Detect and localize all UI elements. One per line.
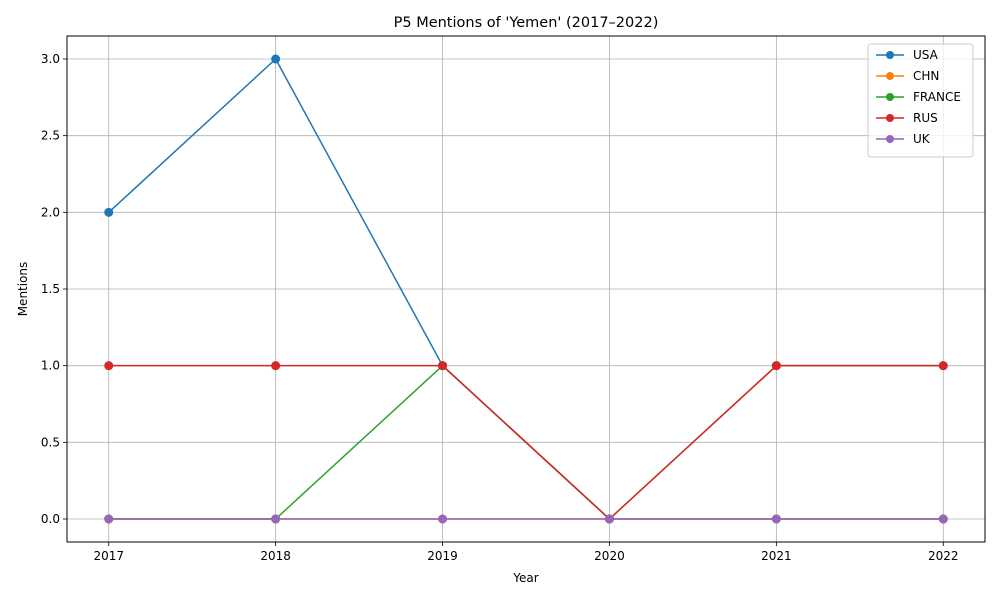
legend-swatch-marker <box>886 51 894 59</box>
legend-swatch-marker <box>886 93 894 101</box>
x-tick-label: 2017 <box>93 549 124 563</box>
series-rus <box>104 361 948 524</box>
legend-label: RUS <box>913 111 938 125</box>
data-point-uk <box>604 514 614 524</box>
data-point-rus <box>771 361 781 371</box>
data-point-rus <box>104 361 114 371</box>
y-tick-label: 2.5 <box>41 129 60 143</box>
data-point-rus <box>938 361 948 371</box>
series-line-rus <box>108 364 944 520</box>
legend-swatch-marker <box>886 72 894 80</box>
series-uk <box>104 514 948 524</box>
data-point-uk <box>938 514 948 524</box>
series-lines <box>104 54 948 524</box>
data-point-uk <box>771 514 781 524</box>
legend-box <box>867 43 974 158</box>
legend-label: CHN <box>913 69 939 83</box>
legend-label: UK <box>913 132 931 146</box>
x-tick-label: 2022 <box>928 549 959 563</box>
data-point-uk <box>104 514 114 524</box>
x-tick-label: 2019 <box>427 549 458 563</box>
y-tick-label: 1.5 <box>41 282 60 296</box>
data-point-uk <box>271 514 281 524</box>
data-point-uk <box>438 514 448 524</box>
x-tick-label: 2018 <box>260 549 291 563</box>
legend-entry-rus: RUS <box>876 111 938 125</box>
y-tick-label: 2.0 <box>41 205 60 219</box>
legend-swatch-marker <box>886 114 894 122</box>
chart-title: P5 Mentions of 'Yemen' (2017–2022) <box>394 15 659 31</box>
x-tick-label: 2021 <box>761 549 792 563</box>
x-tick-label: 2020 <box>594 549 625 563</box>
legend-label: USA <box>913 48 939 62</box>
y-axis-label: Mentions <box>16 262 30 317</box>
data-point-usa <box>104 207 114 217</box>
legend-entry-chn: CHN <box>876 69 939 83</box>
data-point-usa <box>271 54 281 64</box>
legend-entry-usa: USA <box>876 48 939 62</box>
y-tick-label: 0.5 <box>41 435 60 449</box>
legend-entry-uk: UK <box>876 132 931 146</box>
legend-swatch-marker <box>886 135 894 143</box>
data-point-rus <box>271 361 281 371</box>
axis-ticks: 2017 2018 2019 2020 2021 2022 0.0 0.5 1.0 1.5 2.0 2… <box>41 52 959 563</box>
legend: USA CHN FRANCE RUS UK <box>867 43 974 158</box>
legend-entry-france: FRANCE <box>876 90 961 104</box>
y-tick-label: 0.0 <box>41 512 60 526</box>
data-point-rus <box>438 361 448 371</box>
y-tick-label: 1.0 <box>41 359 60 373</box>
legend-label: FRANCE <box>913 90 961 104</box>
y-tick-label: 3.0 <box>41 52 60 66</box>
x-axis-label: Year <box>512 571 538 585</box>
